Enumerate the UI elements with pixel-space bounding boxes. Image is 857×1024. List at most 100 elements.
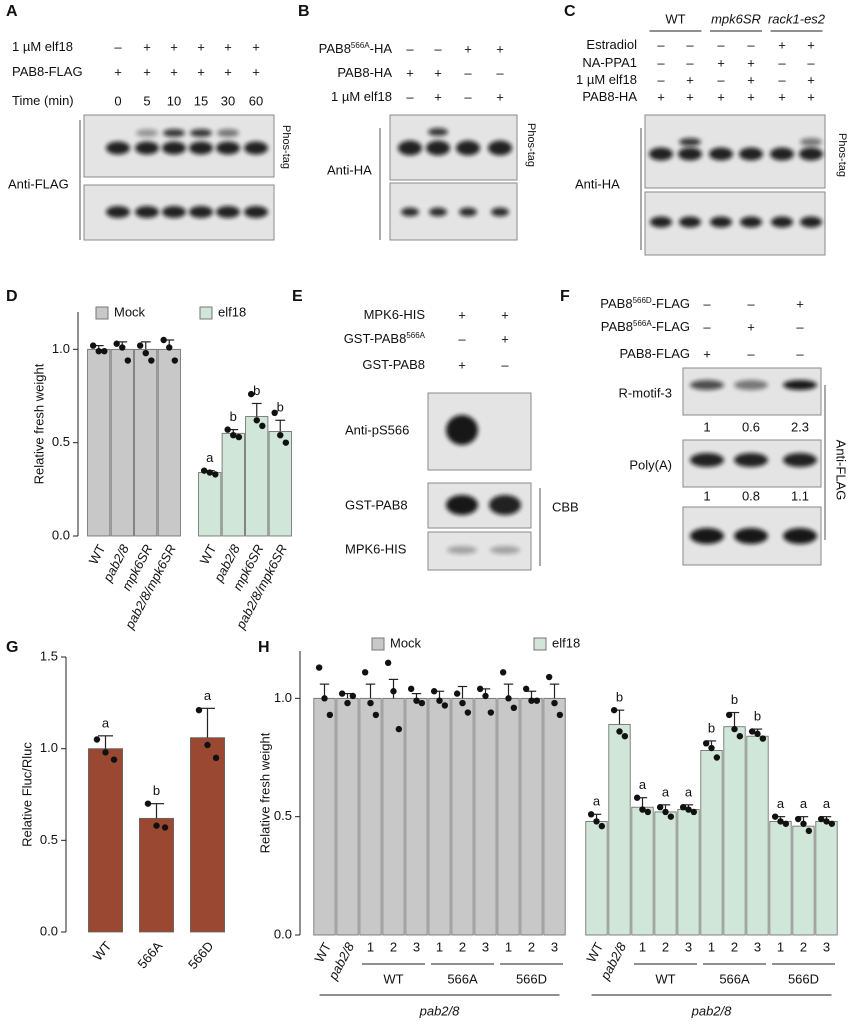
bar [134, 348, 158, 537]
data-point [685, 806, 692, 813]
significance-letter: b [277, 400, 284, 415]
sign: – [778, 55, 786, 70]
band [489, 495, 521, 515]
x-tick-label: 3 [413, 939, 420, 954]
data-point [361, 669, 369, 676]
row-label-base: PAB8-HA [337, 65, 392, 80]
bar [405, 697, 428, 936]
data-point [102, 749, 109, 756]
data-point [510, 704, 518, 711]
row-label-suffix: -FLAG [652, 319, 690, 334]
antibody-label: Anti-HA [327, 162, 372, 177]
x-tick-label: 566A [134, 938, 165, 971]
data-point [482, 692, 489, 700]
group-label: pab2/8 [419, 1003, 461, 1018]
blot-label: Poly(A) [629, 457, 672, 472]
data-point [533, 697, 541, 704]
band [446, 495, 478, 515]
data-point [556, 711, 564, 719]
x-tick-label: 3 [823, 939, 830, 954]
y-axis-label: Relative fresh weight [31, 363, 46, 484]
sign: – [464, 65, 472, 80]
data-point [823, 818, 830, 825]
data-point [522, 685, 530, 693]
row-label-base: PAB8 [601, 319, 633, 334]
band [189, 206, 213, 218]
band [488, 140, 512, 156]
bar [654, 811, 677, 936]
row-label-sup: 566A [351, 41, 370, 50]
data-point [277, 432, 284, 439]
bar [746, 735, 769, 936]
quantification: 0.8 [742, 488, 760, 503]
y-tick-label: 1.0 [274, 690, 292, 705]
data-point [464, 709, 472, 716]
x-tick-label: 2 [528, 939, 535, 954]
sign: – [747, 346, 755, 361]
sign: – [796, 346, 804, 361]
subgroup-label: WT [383, 971, 403, 986]
data-point [315, 664, 323, 671]
bar [198, 472, 222, 537]
y-tick-label: 0.5 [274, 808, 292, 823]
significance-letter: b [253, 383, 260, 398]
sign: + [778, 89, 786, 104]
bar [497, 697, 520, 936]
sign: + [170, 64, 178, 79]
data-point [754, 730, 761, 738]
row-label-base: NA-PPA1 [582, 55, 637, 70]
sign: + [807, 37, 815, 52]
bar [631, 806, 654, 936]
data-point [436, 697, 443, 704]
error-bar [457, 685, 468, 699]
y-axis-label: Relative fresh weight [257, 732, 272, 853]
data-point [142, 349, 149, 357]
data-point [253, 417, 260, 424]
sign: – [807, 55, 815, 70]
row-label: Time (min) [12, 93, 74, 108]
data-point [136, 342, 144, 349]
sign: – [114, 39, 122, 54]
band [690, 528, 724, 544]
sign: – [778, 72, 786, 87]
data-point [89, 342, 97, 349]
band [800, 216, 822, 228]
panel-letter: B [298, 3, 310, 20]
band [244, 206, 268, 218]
sign: – [657, 37, 665, 52]
row-label-base: GST-PAB8 [362, 357, 425, 372]
row-label-sup: 566A [633, 319, 652, 328]
x-tick-label: WT [311, 940, 334, 965]
significance-letter: a [593, 794, 601, 809]
x-tick-label: 1 [777, 939, 784, 954]
group-label: WT [665, 11, 685, 26]
row-label-base: 1 µM elf18 [12, 39, 73, 54]
significance-letter: b [708, 720, 715, 735]
data-point [639, 806, 646, 813]
y-tick-label: 1.0 [52, 341, 70, 356]
row-label-base: PAB8 [319, 41, 351, 56]
bar [336, 697, 359, 936]
data-point [828, 820, 836, 827]
row-label-base: 1 µM elf18 [331, 89, 392, 104]
data-point [616, 728, 623, 735]
data-point [321, 695, 328, 702]
band [690, 453, 724, 467]
data-point [610, 706, 618, 714]
sign: – [458, 331, 466, 346]
sign: 15 [194, 93, 208, 108]
bar [543, 697, 566, 936]
data-point [372, 711, 380, 719]
x-tick-label: 566D [185, 938, 216, 971]
bar [190, 737, 225, 933]
data-point [212, 471, 219, 478]
subgroup-label: 566D [788, 971, 819, 986]
row-label: PAB8566A-FLAG [601, 319, 690, 335]
band [446, 415, 478, 445]
row-label: 1 µM elf18 [576, 72, 637, 87]
row-label-base: Estradiol [586, 37, 637, 52]
x-tick-label: 2 [800, 939, 807, 954]
data-point [413, 697, 420, 704]
legend-swatch [95, 306, 109, 320]
blot [644, 114, 826, 189]
